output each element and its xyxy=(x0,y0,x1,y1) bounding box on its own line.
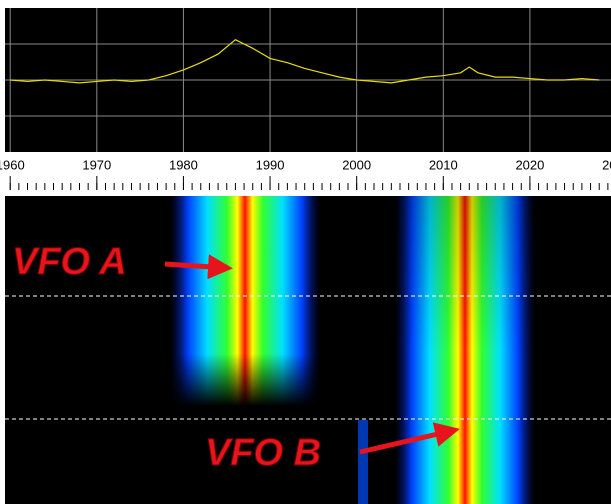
annotation: VFO A xyxy=(12,241,127,283)
x-tick-label: 1990 xyxy=(256,157,285,172)
x-tick-label: 1970 xyxy=(82,157,111,172)
v-grid xyxy=(9,8,531,152)
x-tick-label: 2030 xyxy=(602,157,611,172)
spectrum-trace xyxy=(10,38,600,84)
arrow xyxy=(359,422,460,455)
h-grid xyxy=(5,43,611,117)
frequency-scale: 1960 1970 1980 1990 2000 2010 2020 2030 xyxy=(0,157,611,190)
signal-b xyxy=(395,196,535,504)
trace-group xyxy=(10,38,600,84)
x-tick-label: 2010 xyxy=(429,157,458,172)
x-tick-label: 2020 xyxy=(515,157,544,172)
arrow xyxy=(164,254,233,280)
signal-a xyxy=(170,196,320,406)
waterfall-signals xyxy=(170,196,535,504)
annotation: VFO B xyxy=(205,432,321,474)
x-tick-label: 1960 xyxy=(0,157,25,172)
signal-trace xyxy=(358,420,368,504)
x-tick-label: 2000 xyxy=(342,157,371,172)
x-tick-label: 1980 xyxy=(169,157,198,172)
